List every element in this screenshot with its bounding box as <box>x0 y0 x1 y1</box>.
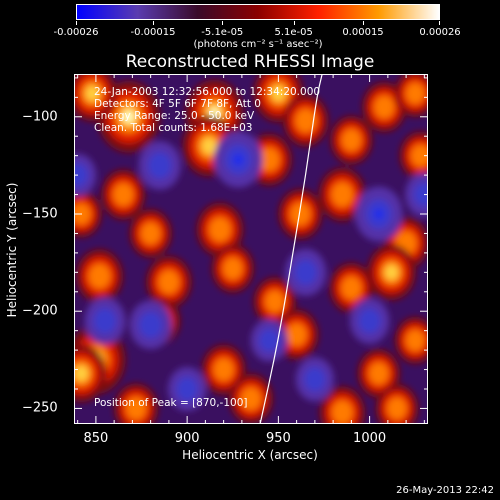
emission-source <box>74 203 91 225</box>
emission-source <box>158 270 180 295</box>
colorbar-tick-label: -0.00015 <box>130 27 176 38</box>
y-axis-label: Heliocentric Y (arcsec) <box>5 182 19 318</box>
emission-source <box>290 202 311 226</box>
emission-source <box>125 396 147 421</box>
x-tick-label: 950 <box>265 431 291 446</box>
emission-source <box>384 264 399 280</box>
y-tick-label: −200 <box>22 303 58 319</box>
emission-source <box>265 290 285 313</box>
emission-source <box>210 108 219 118</box>
negative-source <box>74 163 88 187</box>
negative-source <box>304 367 326 392</box>
heatmap-image <box>74 74 428 424</box>
colorbar-tick-label: -0.00026 <box>53 27 99 38</box>
x-axis-label: Heliocentric X (arcsec) <box>182 448 318 462</box>
colorbar-unit-label: (photons cm⁻² s⁻¹ asec⁻²) <box>193 39 323 50</box>
colorbar-tick <box>76 21 77 25</box>
colorbar-gradient <box>77 5 439 19</box>
emission-source <box>88 263 111 289</box>
emission-source <box>271 85 286 102</box>
colorbar-tick <box>439 21 440 25</box>
negative-source <box>139 311 163 339</box>
emission-source <box>405 82 425 105</box>
colorbar-tick <box>293 21 295 25</box>
y-tick-label: −100 <box>22 109 58 125</box>
emission-source <box>387 397 407 420</box>
negative-source <box>233 153 244 166</box>
colorbar-tick-label: 0.00015 <box>342 27 384 38</box>
plot-frame <box>74 74 428 424</box>
emission-source <box>240 387 262 411</box>
colorbar-tick <box>222 21 224 25</box>
emission-source <box>341 276 362 300</box>
annotation-total-counts: Clean. Total counts: 1.68E+03 <box>94 122 253 134</box>
negative-source <box>373 208 384 220</box>
emission-source <box>85 85 99 102</box>
emission-source <box>201 137 217 155</box>
negative-source <box>176 376 198 402</box>
emission-source <box>369 362 389 385</box>
x-tick-label: 850 <box>83 431 109 446</box>
emission-source <box>223 257 243 280</box>
colorbar-tick-label: 0.00026 <box>419 27 461 38</box>
x-tick-label: 1000 <box>353 431 387 446</box>
annotation-time-range: 24-Jan-2003 12:32:56.000 to 12:34:20.000 <box>94 86 321 98</box>
emission-source <box>209 217 231 242</box>
negative-source <box>93 308 117 334</box>
colorbar-tick <box>363 21 364 25</box>
colorbar-tick-label: -5.1e-05 <box>201 27 244 38</box>
x-tick-label: 900 <box>174 431 200 446</box>
annotation-energy-range: Energy Range: 25.0 - 50.0 keV <box>94 110 255 122</box>
colorbar-tick-label: 5.1e-05 <box>274 27 313 38</box>
emission-source <box>286 322 307 347</box>
emission-source <box>374 95 395 119</box>
chart-title: Reconstructed RHESSI Image <box>125 52 375 72</box>
colorbar <box>76 4 440 20</box>
annotation-detectors: Detectors: 4F 5F 6F 7F 8F, Att 0 <box>94 98 261 110</box>
y-tick-label: −150 <box>22 206 58 222</box>
colorbar-tick <box>153 21 154 25</box>
emission-source <box>295 108 317 133</box>
emission-source <box>113 182 134 207</box>
negative-source <box>148 152 172 179</box>
negative-source <box>413 182 428 207</box>
emission-source <box>74 365 89 382</box>
y-tick-label: −250 <box>22 400 58 416</box>
solar-limb-curve <box>259 74 323 424</box>
emission-source <box>341 128 362 152</box>
emission-source <box>410 144 428 167</box>
negative-source <box>358 308 381 334</box>
emission-source <box>258 147 280 172</box>
emission-source <box>140 222 161 245</box>
emission-source <box>405 329 425 352</box>
emission-source <box>123 111 134 123</box>
plot-area <box>74 74 428 424</box>
emission-source <box>213 357 234 382</box>
emission-source <box>331 182 354 207</box>
annotation-peak-position: Position of Peak = [870,-100] <box>94 397 248 409</box>
negative-source <box>294 259 317 286</box>
negative-source <box>259 328 280 352</box>
timestamp: 26-May-2013 22:42 <box>396 485 494 496</box>
emission-source <box>331 400 353 424</box>
